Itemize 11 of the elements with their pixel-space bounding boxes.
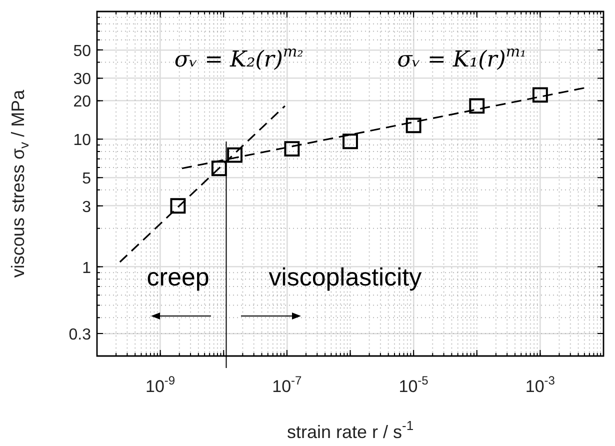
y-tick-label: 50 [73, 42, 92, 60]
y-tick-label: 5 [82, 170, 92, 188]
y-tick-label: 0.3 [68, 326, 92, 344]
y-axis-title: viscous stress σv / MPa [8, 88, 32, 278]
y-tick-label: 10 [73, 132, 92, 150]
y-tick-label: 30 [73, 71, 92, 88]
annotation: creep [146, 263, 210, 292]
y-tick-label: 3 [82, 198, 92, 216]
annotation: viscoplasticity [268, 263, 422, 292]
y-tick-label: 1 [82, 260, 92, 277]
y-tick-label: 20 [73, 94, 92, 111]
